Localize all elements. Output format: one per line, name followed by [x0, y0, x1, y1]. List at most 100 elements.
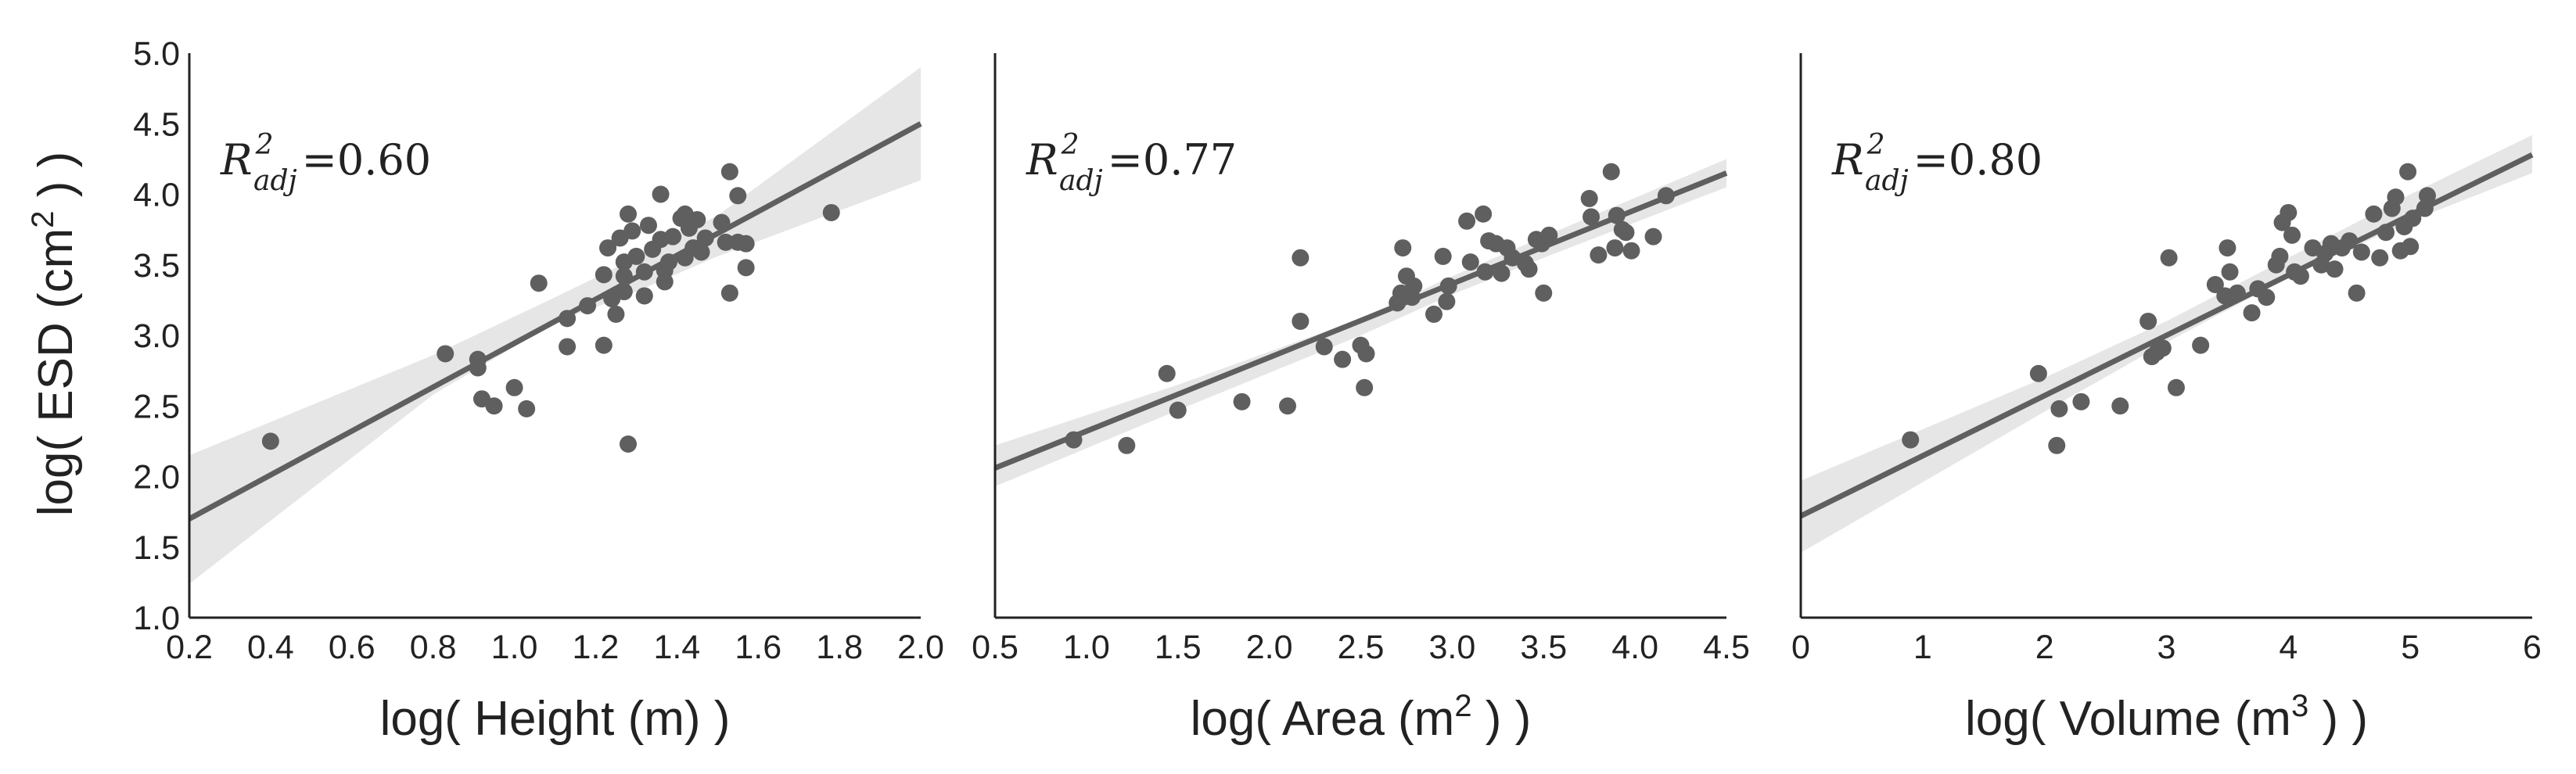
data-point	[620, 435, 637, 453]
data-point	[2029, 364, 2047, 382]
data-point	[2219, 239, 2236, 257]
data-point	[1590, 246, 1608, 264]
data-point	[2341, 232, 2359, 250]
data-point	[2377, 224, 2395, 242]
data-point	[2283, 226, 2301, 244]
x-axis-label-part: ) )	[2308, 692, 2368, 746]
data-point	[822, 203, 840, 221]
data-point	[2418, 187, 2436, 205]
x-axis-label-part: 3	[2291, 689, 2308, 723]
y-tick-label: 4.5	[133, 106, 180, 143]
r2-value: =0.60	[302, 135, 431, 185]
y-tick-label: 5.0	[133, 35, 180, 73]
data-point	[635, 263, 653, 281]
x-tick-label: 1.2	[573, 629, 620, 666]
data-point	[1622, 242, 1640, 260]
data-point	[664, 228, 682, 245]
data-point	[2206, 276, 2224, 294]
data-point	[579, 297, 597, 315]
y-tick-label: 1.5	[133, 529, 180, 567]
r2-value: =0.77	[1108, 135, 1237, 185]
data-point	[639, 217, 657, 235]
data-point	[1279, 397, 1296, 415]
data-point	[469, 359, 487, 377]
x-tick-label: 1.5	[1155, 629, 1202, 666]
data-point	[615, 267, 633, 285]
data-point	[2404, 210, 2422, 228]
data-point	[2291, 267, 2309, 285]
x-tick-label: 5	[2401, 629, 2420, 666]
data-point	[1334, 350, 1352, 368]
x-axis-label-part: log( Volume (m	[1965, 692, 2291, 746]
data-point	[1583, 208, 1601, 226]
data-point	[595, 336, 613, 354]
x-tick-label: 4.5	[1703, 629, 1750, 666]
data-point	[627, 247, 645, 265]
data-point	[713, 213, 731, 231]
data-point	[729, 187, 747, 205]
data-point	[2072, 392, 2090, 410]
y-axis-label: log( ESD (cm2 ) )	[26, 152, 83, 517]
data-point	[607, 305, 625, 323]
r2-superscript: 2	[255, 129, 274, 161]
data-point	[1438, 292, 1456, 310]
data-point	[2048, 436, 2066, 454]
data-point	[1540, 226, 1558, 244]
data-point	[1169, 401, 1187, 419]
r2-value: =0.80	[1913, 135, 2042, 185]
data-point	[688, 210, 706, 228]
x-axis-label-part: log( Area (m	[1191, 692, 1455, 746]
data-point	[1902, 431, 1920, 449]
data-point	[2160, 249, 2178, 267]
y-tick-label: 4.0	[133, 177, 180, 214]
data-point	[595, 266, 613, 284]
data-point	[620, 205, 637, 223]
r2-subscript: adj	[1059, 165, 1103, 197]
data-point	[1606, 239, 1624, 257]
x-tick-label: 0.4	[247, 629, 294, 666]
data-point	[2402, 238, 2420, 256]
data-point	[518, 400, 536, 417]
x-tick-label: 3.0	[1428, 629, 1475, 666]
x-tick-label: 6	[2523, 629, 2542, 666]
y-tick-label: 2.0	[133, 459, 180, 496]
data-point	[2271, 247, 2289, 265]
r2-symbol: R	[1831, 135, 1864, 185]
x-tick-label: 2.0	[897, 629, 944, 666]
r2-symbol: R	[1026, 135, 1058, 185]
data-point	[1493, 264, 1511, 282]
data-point	[659, 253, 677, 271]
data-point	[1065, 431, 1083, 449]
data-point	[1458, 212, 1476, 230]
data-point	[1475, 205, 1493, 223]
data-point	[1657, 187, 1675, 205]
x-tick-label: 1.0	[1063, 629, 1110, 666]
data-point	[261, 432, 279, 450]
data-point	[720, 163, 738, 181]
x-tick-label: 1.6	[735, 629, 781, 666]
data-point	[2139, 312, 2157, 330]
y-tick-label: 1.0	[133, 600, 180, 637]
data-point	[599, 239, 617, 257]
data-point	[2111, 397, 2129, 415]
data-point	[2243, 304, 2261, 322]
data-point	[505, 378, 523, 396]
data-point	[1233, 392, 1251, 410]
data-point	[559, 310, 577, 328]
data-point	[1394, 239, 1412, 257]
data-point	[2154, 339, 2172, 357]
x-tick-label: 0.2	[166, 629, 213, 666]
data-point	[1357, 345, 1375, 363]
data-point	[2416, 199, 2434, 217]
data-point	[1434, 247, 1452, 265]
x-axis-label-part: log( Height (m) )	[380, 692, 731, 746]
data-point	[1644, 228, 1662, 245]
data-point	[2326, 260, 2344, 278]
r2-annotation: R 2 adj =0.80	[1831, 129, 2042, 197]
x-tick-label: 2	[2035, 629, 2054, 666]
r2-superscript: 2	[1061, 129, 1080, 161]
data-point	[1608, 206, 1626, 224]
